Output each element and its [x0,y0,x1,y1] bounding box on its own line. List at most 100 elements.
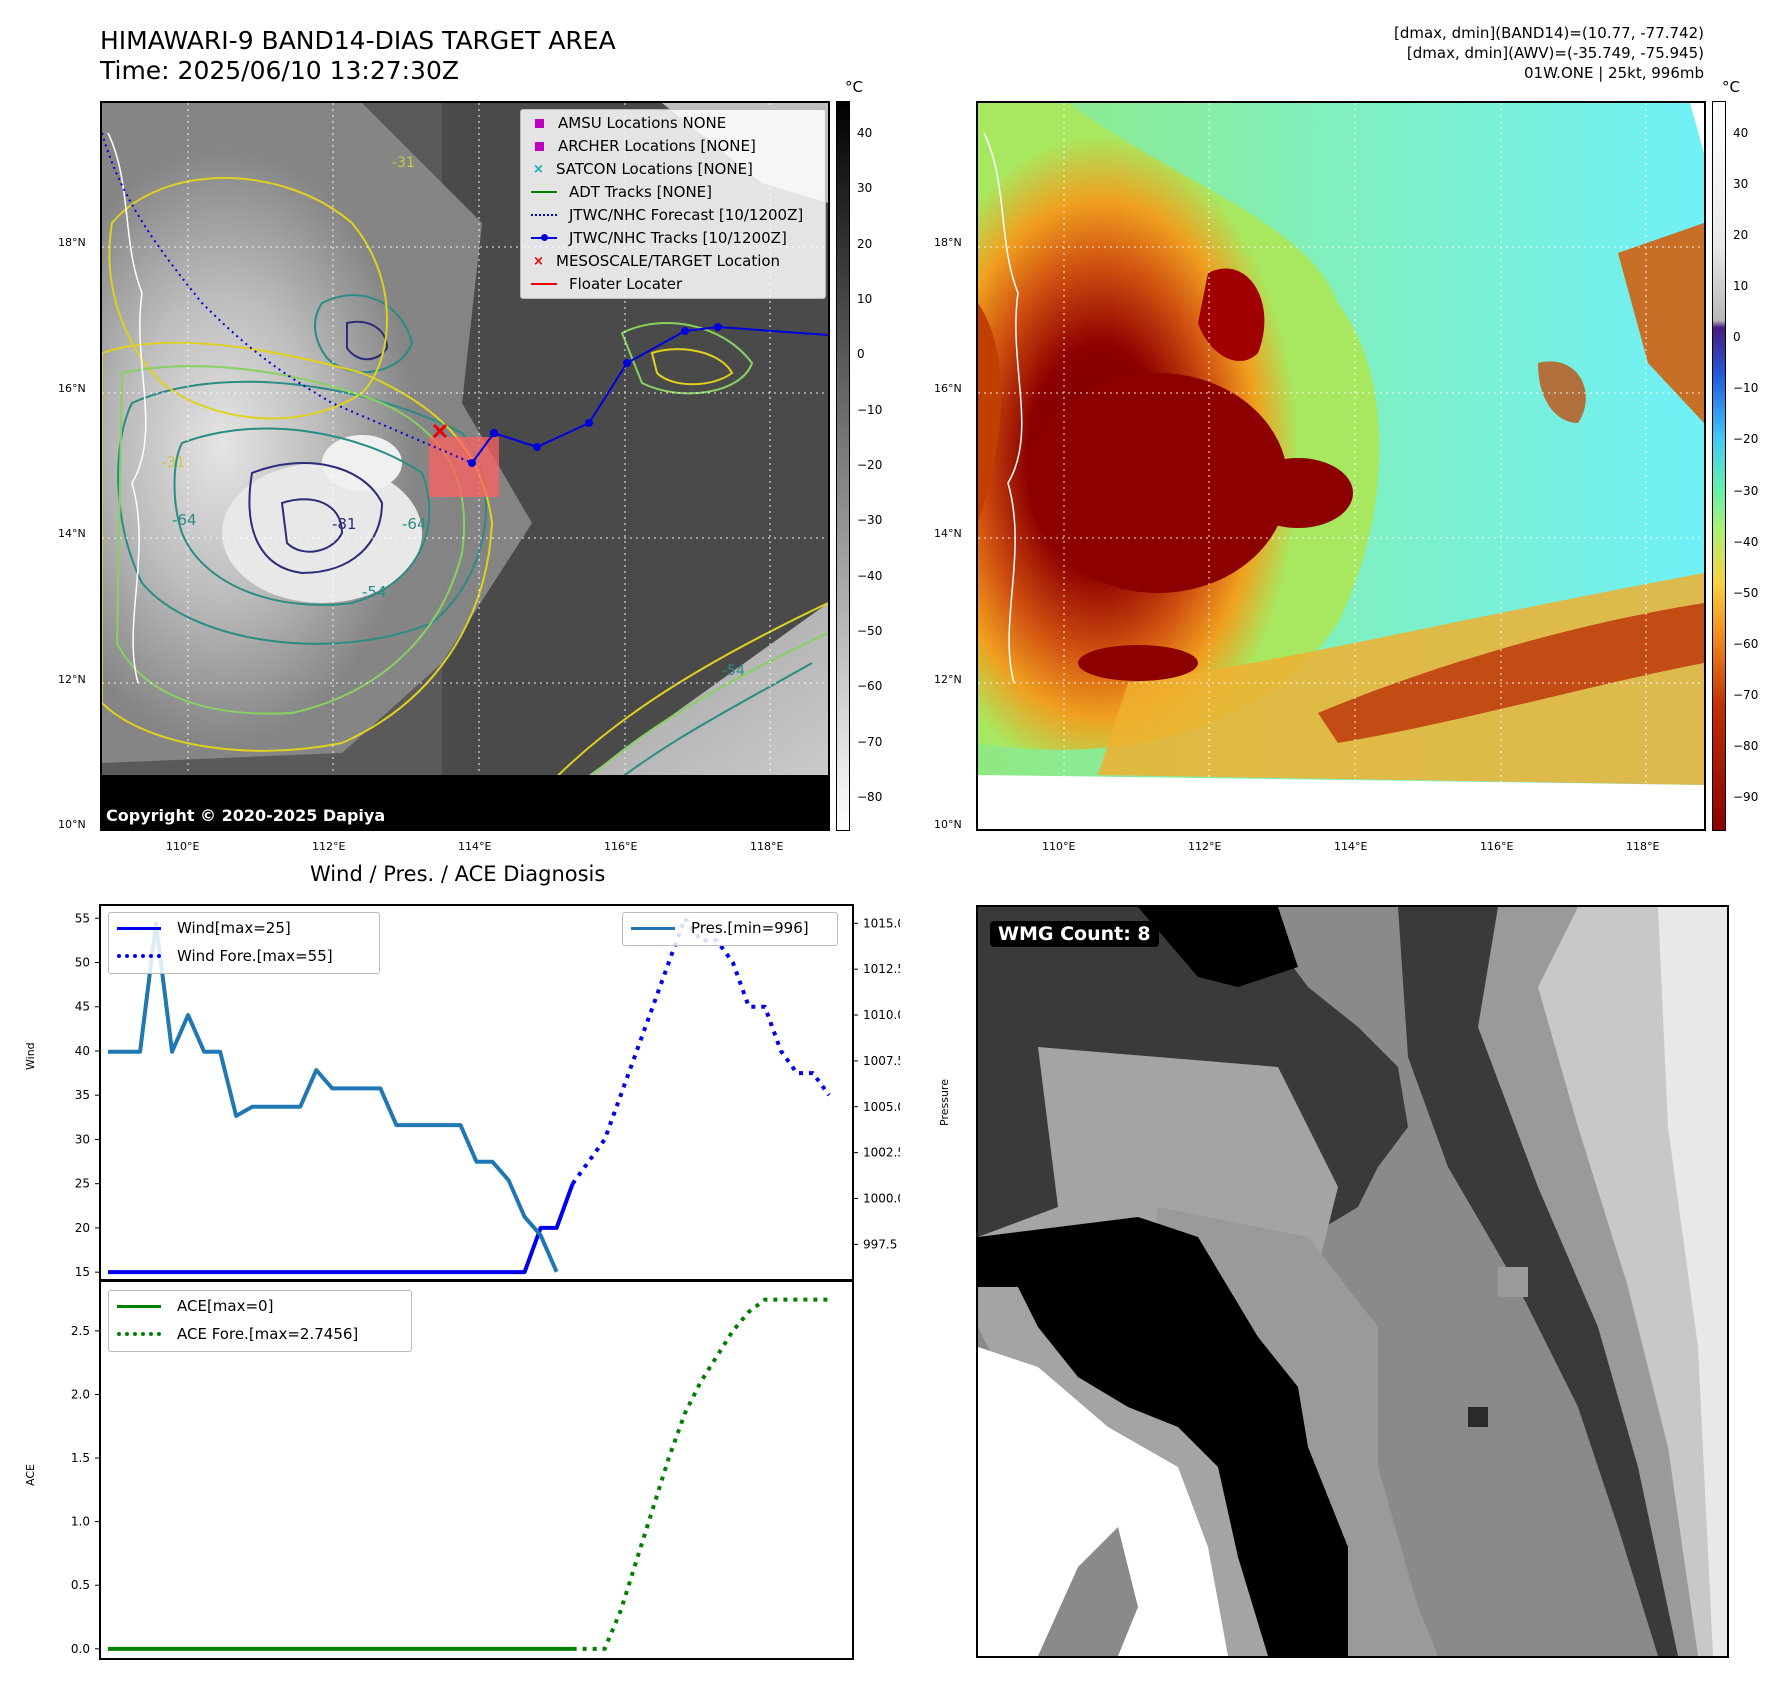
y-tick-label: 45 [75,1000,90,1014]
copyright-text: Copyright © 2020-2025 Dapiya [106,806,386,825]
lat-label: 16°N [58,382,86,395]
floater-box [429,437,499,497]
awv-colorbar-unit: °C [1722,78,1740,96]
y2-tick-label: 1007.5 [863,1054,900,1068]
wind-legend: Wind[max=25] Wind Fore.[max=55] [108,912,380,974]
colorbar-tick-label: −40 [857,568,883,583]
series-line [572,1297,829,1651]
contour-label: -81 [332,515,357,533]
line-marker-icon [531,283,557,285]
info-line-2: [dmax, dmin](AWV)=(-35.749, -75.945) [1406,44,1704,62]
lat-label: 12°N [58,673,86,686]
y-tick-label: 40 [75,1044,90,1058]
colorbar-tick-label: 20 [1733,228,1749,243]
y-tick-label: 50 [75,956,90,970]
plot-frame [99,1279,854,1660]
legend-entry: ACE Fore.[max=2.7456] [117,1325,358,1343]
wind-axis-label: Wind [24,1042,37,1070]
contour-label: -31 [392,155,415,171]
lat-label: 10°N [58,818,86,831]
lon-label: 118°E [750,840,784,853]
awv-map-panel [976,101,1706,831]
diagnosis-title: Wind / Pres. / ACE Diagnosis [310,862,606,886]
colorbar-tick-label: −20 [857,458,883,472]
lat-label: 14°N [58,527,86,540]
y2-tick-label: 1012.5 [863,962,900,976]
dotted-line-icon [531,214,557,216]
y2-tick-label: 1015.0 [863,916,900,930]
y-tick-label: 2.5 [71,1324,90,1338]
contour-label: -54 [722,663,745,679]
lon-label: 118°E [1626,840,1660,853]
ir-map-panel: -31 -54 -64 -81 -31 -64 -54 Copyright © … [100,101,830,831]
colorbar-tick-label: −60 [1733,636,1759,651]
wmg-image [978,907,1727,1656]
lat-label: 10°N [934,818,962,831]
y-tick-label: 30 [75,1132,90,1146]
y-tick-label: 1.5 [71,1451,90,1465]
wmg-panel: WMG Count: 8 [976,905,1729,1658]
lat-label: 16°N [934,382,962,395]
solid-line-icon [631,926,675,930]
y2-tick-label: 1010.0 [863,1008,900,1022]
colorbar-tick-label: 30 [1733,176,1749,191]
dotted-line-icon [117,954,161,958]
square-marker-icon [535,141,544,151]
wind-pressure-chart: 55 50 45 40 35 30 25 20 15 1015.0 1012.5 1010.0 1007… [75,904,900,1282]
colorbar-tick-label: −10 [1733,381,1759,396]
colorbar-tick-label: −80 [1733,739,1759,754]
awv-map-image [978,103,1704,829]
y-tick-label: 25 [75,1177,90,1191]
pressure-axis-label: Pressure [938,1079,951,1126]
ace-chart: 2.5 2.0 1.5 1.0 0.5 0.0 [71,1279,854,1660]
ace-legend: ACE[max=0] ACE Fore.[max=2.7456] [108,1290,412,1352]
colorbar-tick-label: −50 [857,624,883,639]
colorbar-tick-label: −10 [857,402,883,417]
y-tick-label: 35 [75,1088,90,1102]
line-marker-icon [531,191,557,193]
y-tick-label: 2.0 [71,1387,90,1401]
colorbar-tick-label: 0 [1733,330,1741,345]
colorbar-tick-label: 20 [857,236,873,251]
colorbar-tick-label: −80 [857,790,883,805]
colorbar-tick-label: 10 [857,291,873,306]
colorbar-tick-label: −30 [1733,483,1759,498]
colorbar-tick-label: −70 [857,734,883,749]
colorbar-tick-label: 30 [857,181,873,196]
y2-tick-label: 997.5 [863,1237,897,1251]
pressure-legend: Pres.[min=996] [622,912,838,946]
chart-time: Time: 2025/06/10 13:27:30Z [100,56,459,85]
lon-label: 114°E [1334,840,1368,853]
info-line-3: 01W.ONE | 25kt, 996mb [1523,64,1704,82]
legend-entry: AMSU Locations NONE [531,114,726,132]
y2-tick-label: 1005.0 [863,1100,900,1114]
legend-entry: ADT Tracks [NONE] [531,183,712,201]
contour-label: -64 [402,515,427,533]
legend-entry: ARCHER Locations [NONE] [531,137,756,155]
colorbar-tick-label: −50 [1733,585,1759,600]
legend-entry: Pres.[min=996] [631,919,809,937]
colorbar-tick-label: −40 [1733,534,1759,549]
square-marker-icon [535,118,544,128]
lon-label: 110°E [166,840,200,853]
colorbar-tick-label: −20 [1733,432,1759,447]
colorbar-tick-label: 10 [1733,279,1749,294]
legend-entry: Floater Locater [531,275,682,293]
wmg-count-label: WMG Count: 8 [990,921,1159,947]
y2-tick-label: 1000.0 [863,1191,900,1205]
awv-colorbar [1712,101,1726,831]
legend-entry: ACE[max=0] [117,1297,273,1315]
x-marker-icon: × [533,161,544,177]
colorbar-tick-label: −90 [1733,790,1759,805]
ir-colorbar-unit: °C [845,78,863,96]
legend-entry: × SATCON Locations [NONE] [533,160,753,178]
lat-label: 12°N [934,673,962,686]
colorbar-tick-label: 40 [857,125,873,140]
dotted-line-icon [117,1332,161,1336]
y-tick-label: 20 [75,1221,90,1235]
lon-label: 110°E [1042,840,1076,853]
y-tick-label: 0.0 [71,1642,90,1656]
colorbar-tick-label: 0 [857,347,865,362]
colorbar-tick-label: −70 [1733,687,1759,702]
y-tick-label: 0.5 [71,1578,90,1592]
